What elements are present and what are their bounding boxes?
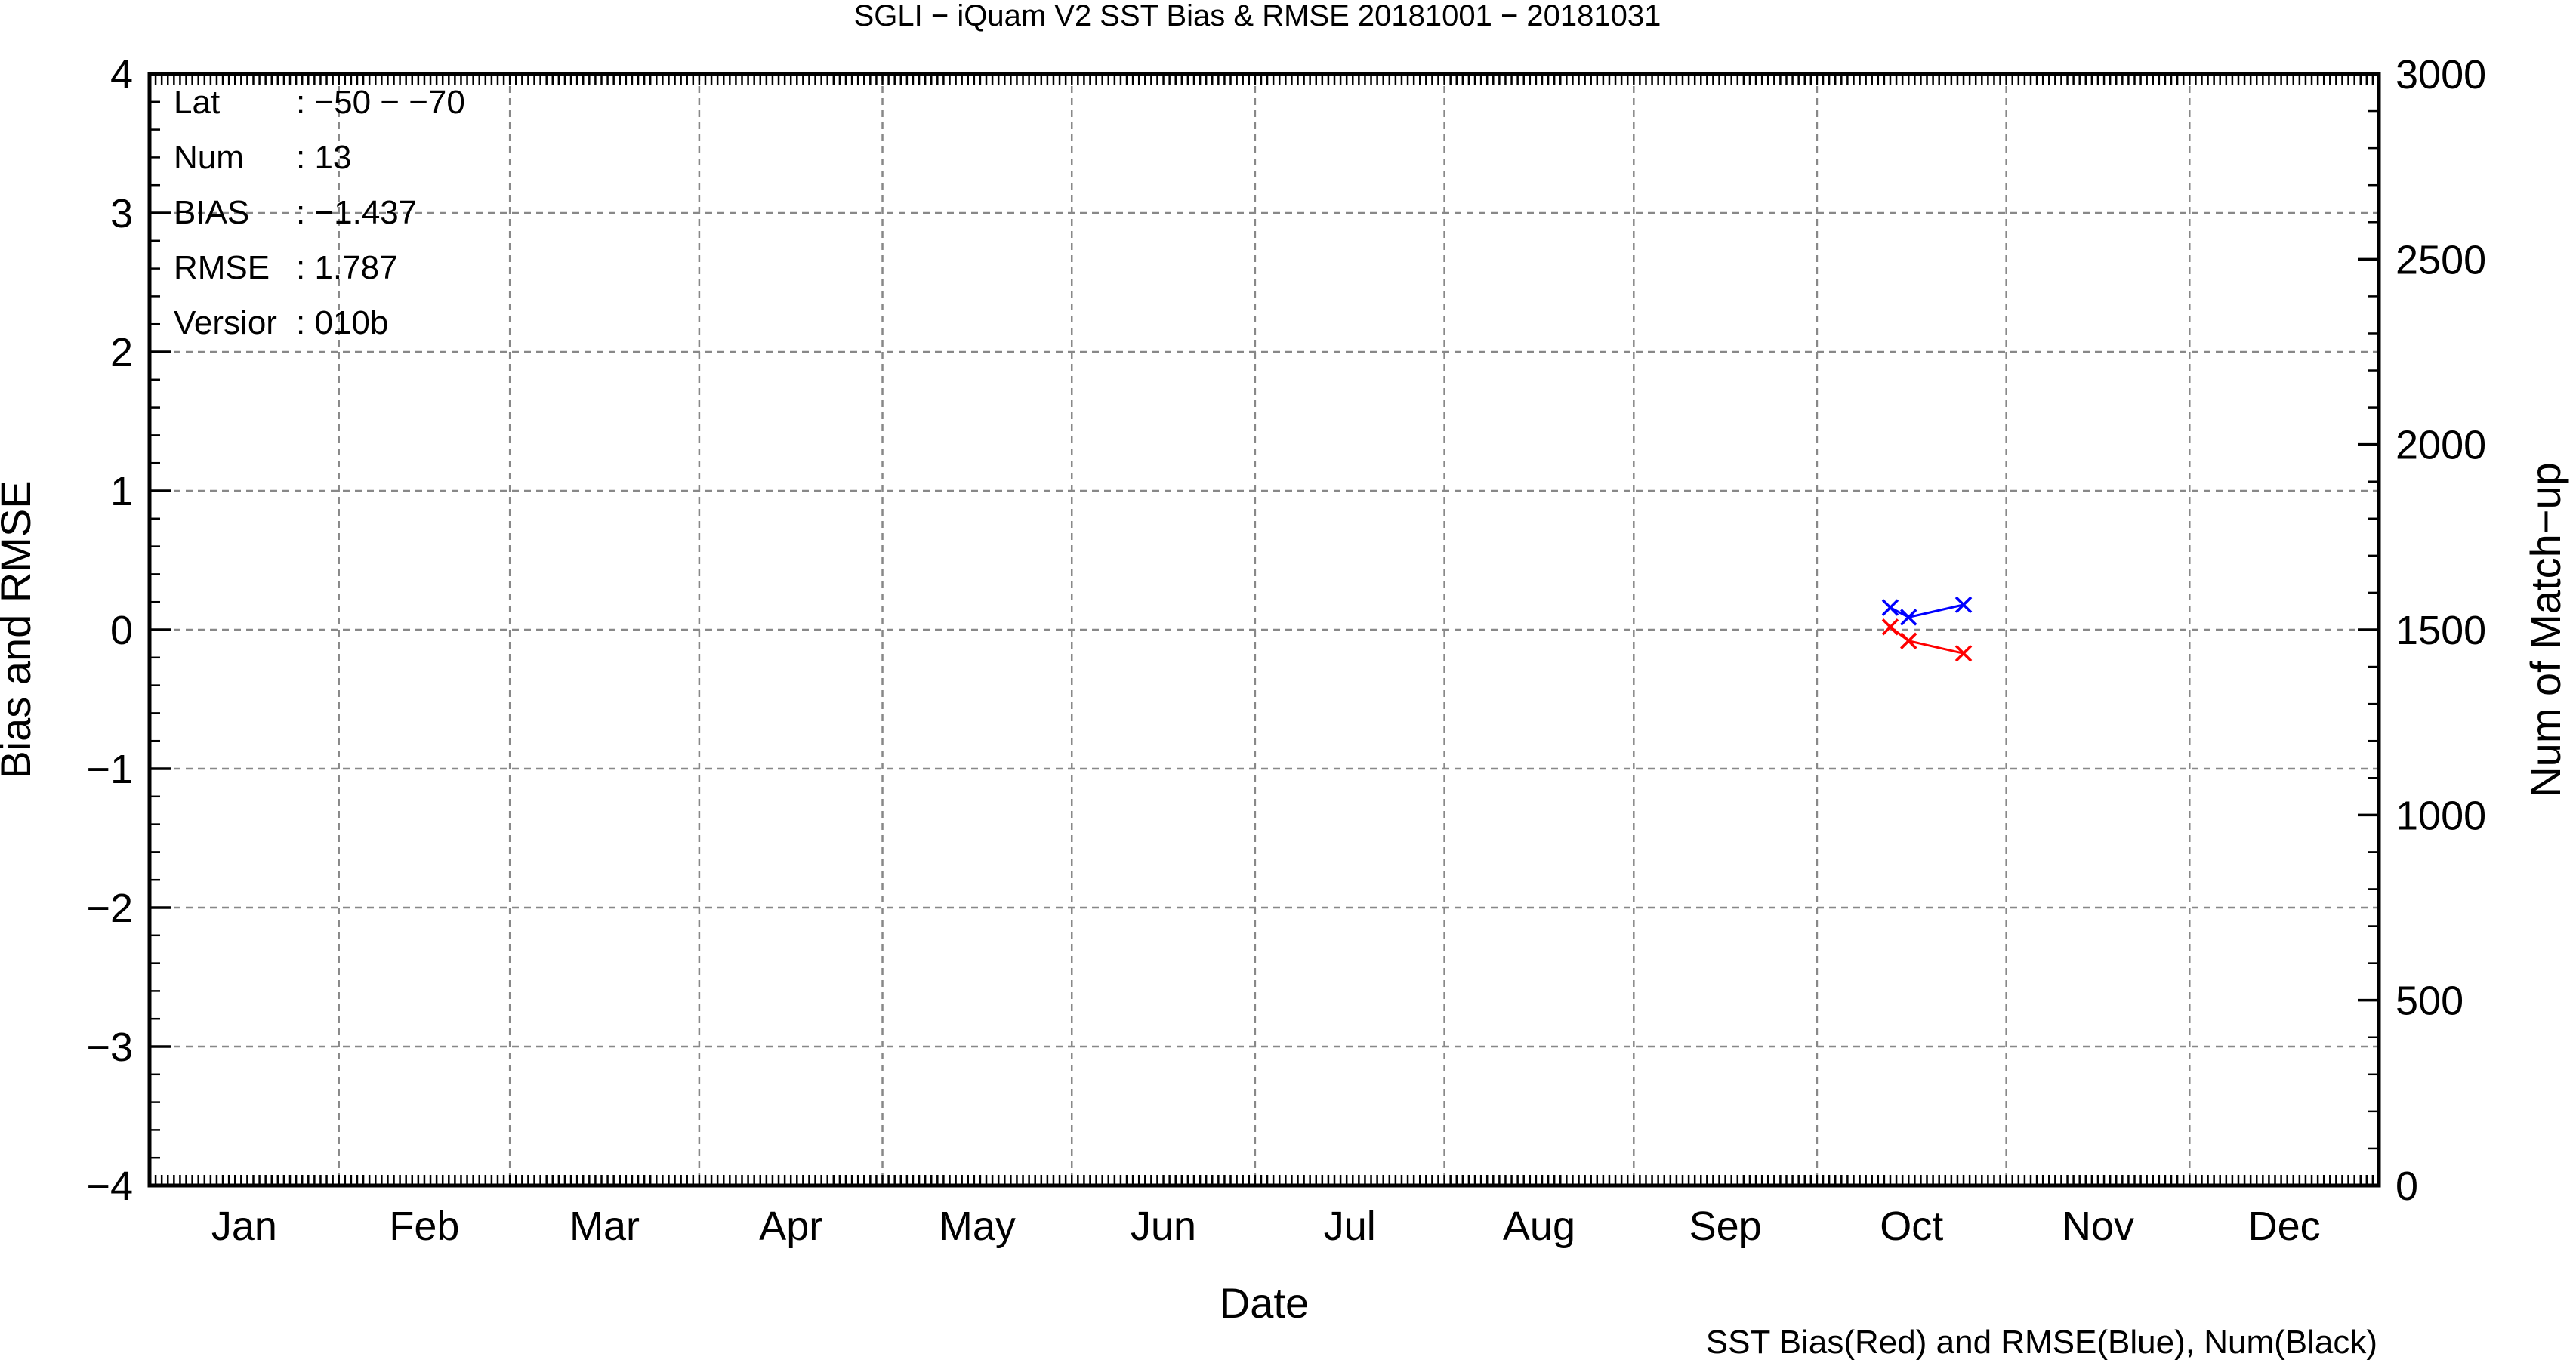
- x-tick-label-oct: Oct: [1880, 1204, 1943, 1249]
- grid-lines: [150, 74, 2379, 1186]
- data-point-rmse: [1900, 609, 1917, 626]
- stat-value: : 010b: [296, 304, 388, 341]
- y-tick-label: 2: [110, 330, 133, 375]
- stat-value: : −50 − −70: [296, 84, 465, 121]
- data-point-sst-bias: [1900, 632, 1917, 649]
- chart-title: SGLI − iQuam V2 SST Bias & RMSE 20181001…: [854, 0, 1661, 32]
- y2-tick-label: 0: [2396, 1164, 2418, 1209]
- stat-key: Versior: [174, 304, 277, 341]
- y2-tick-label: 2500: [2396, 237, 2486, 282]
- x-tick-label-jan: Jan: [211, 1204, 277, 1249]
- x-tick-label-jul: Jul: [1324, 1204, 1376, 1249]
- x-tick-label-dec: Dec: [2248, 1204, 2321, 1249]
- data-point-sst-bias: [1881, 618, 1899, 636]
- y-tick-label: −1: [86, 747, 133, 792]
- y2-tick-label: 2000: [2396, 423, 2486, 468]
- x-axis-month-labels: Jan Feb Mar Apr May Jun Jul Aug Sep Oct Nov Dec: [211, 1204, 2321, 1249]
- stat-key: Lat: [174, 84, 220, 121]
- y-tick-label: 3: [110, 191, 133, 236]
- stats-box: Lat : −50 − −70 Num : 13 BIAS : −1.437 RMSE : 1…: [174, 84, 465, 341]
- stat-value: : −1.437: [296, 194, 417, 231]
- data-point-sst-bias: [1954, 645, 1973, 662]
- x-tick-label-mar: Mar: [569, 1204, 640, 1249]
- y-tick-label: −4: [86, 1164, 133, 1209]
- x-axis-label: Date: [1220, 1279, 1309, 1327]
- y-axis-label: Bias and RMSE: [0, 480, 39, 779]
- x-tick-label-feb: Feb: [389, 1204, 459, 1249]
- x-tick-label-jun: Jun: [1131, 1204, 1196, 1249]
- stat-key: BIAS: [174, 194, 249, 231]
- legend-footer: SST Bias(Red) and RMSE(Blue), Num(Black): [1706, 1324, 2377, 1361]
- y-tick-label: 0: [110, 608, 133, 653]
- x-tick-label-may: May: [939, 1204, 1016, 1249]
- y2-axis-label: Num of Match−up: [2522, 462, 2569, 797]
- y2-tick-label: 1000: [2396, 793, 2486, 838]
- plot-frame: [147, 72, 2381, 1188]
- x-tick-label-sep: Sep: [1689, 1204, 1762, 1249]
- y2-axis-tick-labels: 0 500 1000 1500 2000 2500 3000: [2396, 52, 2486, 1209]
- y-tick-label: 1: [110, 469, 133, 514]
- y-tick-label: 4: [110, 52, 133, 97]
- x-tick-label-apr: Apr: [759, 1204, 822, 1249]
- data-series: [1881, 596, 1973, 662]
- stat-key: RMSE: [174, 249, 270, 286]
- x-tick-label-aug: Aug: [1503, 1204, 1575, 1249]
- y-axis-tick-labels: −4 −3 −2 −1 0 1 2 3 4: [86, 52, 133, 1209]
- stat-value: : 13: [296, 139, 351, 176]
- y2-tick-label: 3000: [2396, 52, 2486, 97]
- stat-key: Num: [174, 139, 244, 176]
- y2-tick-label: 500: [2396, 979, 2463, 1024]
- stat-value: : 1.787: [296, 249, 398, 286]
- y-tick-label: −2: [86, 886, 133, 931]
- data-point-rmse: [1881, 599, 1899, 616]
- y-tick-label: −3: [86, 1025, 133, 1070]
- data-point-rmse: [1954, 596, 1973, 614]
- x-tick-label-nov: Nov: [2062, 1204, 2134, 1249]
- series-line-sst-bias: [1890, 626, 1964, 655]
- y2-tick-label: 1500: [2396, 608, 2486, 653]
